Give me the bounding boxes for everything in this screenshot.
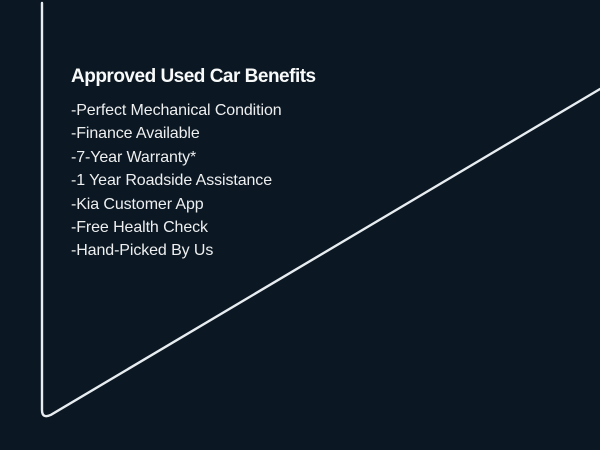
swoosh-path xyxy=(40,1,600,418)
benefits-panel: Approved Used Car Benefits -Perfect Mech… xyxy=(71,66,316,263)
benefit-item: -Free Health Check xyxy=(71,219,208,237)
benefits-list: -Perfect Mechanical Condition -Finance A… xyxy=(71,99,316,263)
benefit-item: -Perfect Mechanical Condition xyxy=(71,102,282,119)
benefit-item: -Kia Customer App xyxy=(71,195,204,213)
panel-title: Approved Used Car Benefits xyxy=(71,66,316,87)
benefit-item: -Hand-Picked By Us xyxy=(71,242,214,260)
benefit-item: -Finance Available xyxy=(71,125,200,143)
benefit-item: -7-Year Warranty* xyxy=(71,148,197,166)
benefit-item: -1 Year Roadside Assistance xyxy=(71,172,272,190)
